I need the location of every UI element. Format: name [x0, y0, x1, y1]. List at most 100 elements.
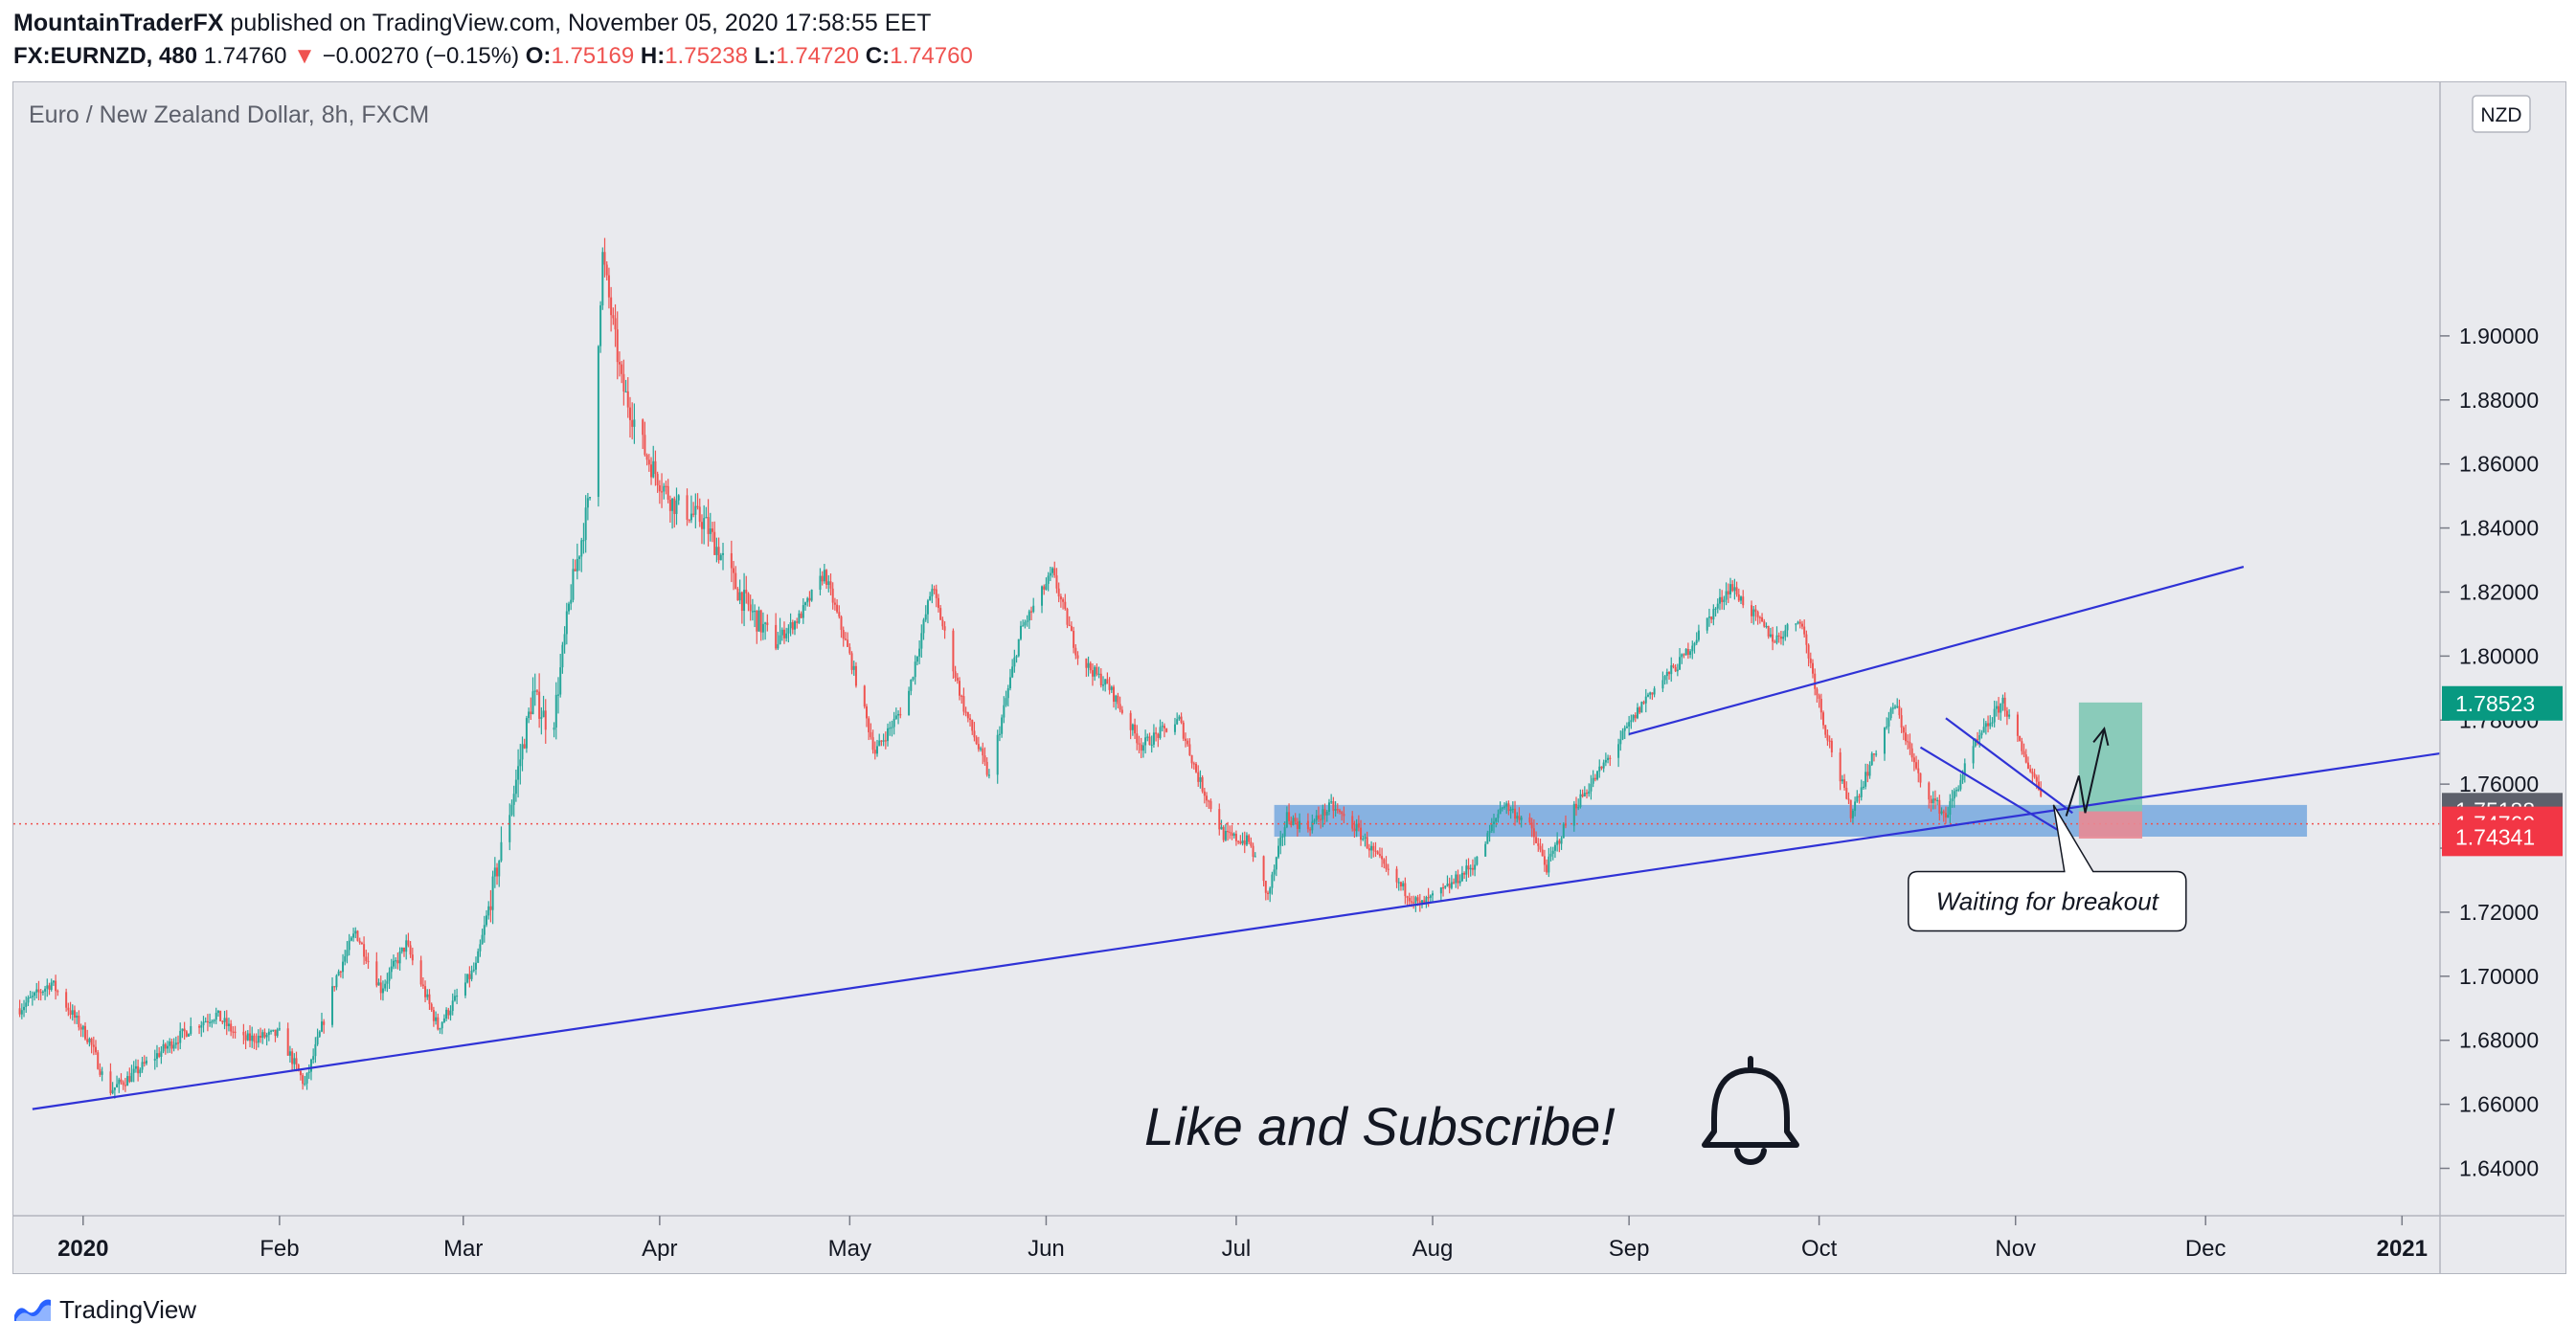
candle-body[interactable]	[1860, 787, 1863, 797]
candle-body[interactable]	[508, 815, 511, 842]
candle-body[interactable]	[1049, 572, 1051, 576]
candle-body[interactable]	[356, 930, 359, 941]
candle-body[interactable]	[1944, 813, 1947, 818]
candle-body[interactable]	[922, 619, 925, 634]
candle-body[interactable]	[344, 955, 347, 962]
candle-body[interactable]	[688, 519, 690, 522]
candle-body[interactable]	[1811, 662, 1814, 674]
candle-body[interactable]	[910, 680, 913, 691]
candle-body[interactable]	[692, 513, 695, 515]
candle-body[interactable]	[785, 633, 788, 638]
candle-body[interactable]	[177, 1042, 180, 1044]
candle-body[interactable]	[937, 597, 939, 609]
candle-body[interactable]	[521, 744, 524, 760]
candle-body[interactable]	[1148, 736, 1151, 745]
candle-body[interactable]	[628, 407, 631, 420]
candle-body[interactable]	[1017, 638, 1020, 657]
candle-body[interactable]	[1514, 808, 1517, 819]
candle-body[interactable]	[1987, 723, 1990, 727]
candle-body[interactable]	[267, 1031, 270, 1036]
candle-body[interactable]	[1385, 863, 1388, 869]
candle-body[interactable]	[554, 694, 557, 728]
candle-body[interactable]	[1767, 625, 1770, 637]
candle-body[interactable]	[730, 552, 733, 569]
candle-body[interactable]	[987, 774, 990, 776]
candle-body[interactable]	[2001, 697, 2004, 704]
candle-body[interactable]	[789, 622, 792, 629]
candle-body[interactable]	[246, 1033, 249, 1041]
candle-body[interactable]	[479, 944, 482, 952]
candle-body[interactable]	[1596, 771, 1599, 780]
candle-body[interactable]	[1733, 587, 1736, 592]
candle-body[interactable]	[705, 517, 708, 519]
candle-body[interactable]	[1672, 665, 1675, 667]
candle-body[interactable]	[1864, 772, 1867, 787]
candle-body[interactable]	[1501, 807, 1503, 809]
candle-body[interactable]	[1894, 706, 1897, 708]
candle-body[interactable]	[1059, 596, 1062, 600]
candle-body[interactable]	[1891, 707, 1894, 709]
candle-body[interactable]	[528, 711, 531, 719]
candle-body[interactable]	[1697, 630, 1700, 640]
candle-body[interactable]	[1201, 776, 1204, 792]
candle-body[interactable]	[658, 485, 661, 492]
candle-body[interactable]	[46, 985, 49, 989]
candle-body[interactable]	[1564, 823, 1567, 826]
candle-body[interactable]	[430, 1003, 433, 1011]
candle-body[interactable]	[1399, 882, 1402, 886]
candle-body[interactable]	[1984, 723, 1987, 728]
candle-body[interactable]	[90, 1039, 93, 1045]
candle-body[interactable]	[1886, 726, 1888, 728]
candle-body[interactable]	[1933, 798, 1936, 801]
candle-body[interactable]	[1022, 625, 1025, 627]
candle-body[interactable]	[1136, 733, 1139, 744]
candle-body[interactable]	[1395, 868, 1398, 883]
candle-body[interactable]	[975, 737, 978, 745]
candle-body[interactable]	[113, 1086, 116, 1090]
candle-body[interactable]	[392, 960, 395, 967]
candle-body[interactable]	[1024, 621, 1027, 626]
candle-body[interactable]	[1507, 803, 1510, 812]
candle-body[interactable]	[1465, 865, 1468, 875]
candle-body[interactable]	[118, 1079, 121, 1085]
candle-body[interactable]	[451, 1000, 454, 1012]
candle-body[interactable]	[1275, 857, 1277, 870]
candle-body[interactable]	[1598, 766, 1601, 772]
candle-body[interactable]	[181, 1028, 184, 1031]
candle-body[interactable]	[1779, 636, 1782, 639]
candle-body[interactable]	[1978, 735, 1981, 740]
candle-body[interactable]	[1432, 893, 1435, 896]
candle-body[interactable]	[354, 930, 357, 934]
candle-body[interactable]	[1455, 874, 1457, 884]
candle-body[interactable]	[1872, 753, 1875, 755]
candle-body[interactable]	[1651, 692, 1654, 695]
candle-body[interactable]	[486, 915, 488, 926]
candle-body[interactable]	[2026, 762, 2029, 770]
candle-body[interactable]	[1097, 673, 1100, 676]
candle-body[interactable]	[2024, 754, 2027, 763]
candle-body[interactable]	[1907, 741, 1909, 743]
candle-body[interactable]	[661, 491, 664, 493]
candle-body[interactable]	[348, 940, 350, 951]
candle-body[interactable]	[1765, 625, 1768, 628]
candle-body[interactable]	[2021, 741, 2023, 751]
candle-body[interactable]	[1011, 666, 1014, 678]
candle-body[interactable]	[1955, 790, 1957, 792]
candle-body[interactable]	[1292, 818, 1295, 825]
candle-body[interactable]	[1977, 739, 1979, 741]
candle-body[interactable]	[1686, 648, 1689, 656]
candle-body[interactable]	[302, 1075, 305, 1085]
candle-body[interactable]	[686, 495, 689, 520]
candle-body[interactable]	[1372, 845, 1375, 851]
candle-body[interactable]	[924, 614, 927, 620]
candle-body[interactable]	[1742, 596, 1745, 606]
candle-body[interactable]	[734, 572, 737, 590]
candle-body[interactable]	[1351, 816, 1354, 829]
candle-body[interactable]	[1556, 840, 1559, 845]
candle-body[interactable]	[483, 925, 486, 935]
candle-body[interactable]	[576, 558, 578, 571]
candle-body[interactable]	[969, 718, 972, 721]
candle-body[interactable]	[764, 622, 767, 624]
candle-body[interactable]	[1476, 856, 1479, 865]
candle-body[interactable]	[363, 944, 366, 957]
